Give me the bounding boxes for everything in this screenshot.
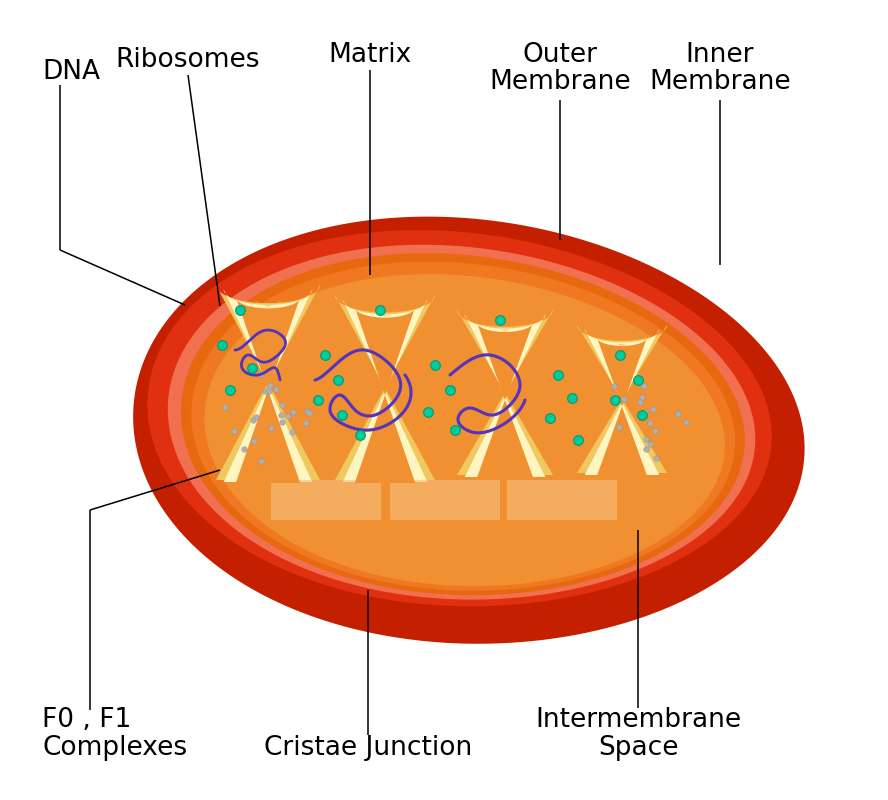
Text: DNA: DNA xyxy=(42,59,100,85)
Polygon shape xyxy=(181,253,745,595)
Polygon shape xyxy=(477,322,533,478)
Polygon shape xyxy=(355,307,416,483)
Polygon shape xyxy=(343,299,427,482)
Polygon shape xyxy=(464,314,545,477)
Polygon shape xyxy=(133,217,805,644)
Polygon shape xyxy=(192,262,735,590)
Polygon shape xyxy=(494,326,516,332)
Polygon shape xyxy=(147,230,772,606)
Text: F0 , F1: F0 , F1 xyxy=(42,707,131,733)
Polygon shape xyxy=(236,297,300,483)
Polygon shape xyxy=(457,310,553,475)
Text: Ribosomes: Ribosomes xyxy=(115,47,260,73)
Text: Complexes: Complexes xyxy=(42,735,187,761)
Polygon shape xyxy=(507,480,617,520)
Polygon shape xyxy=(271,480,381,520)
Polygon shape xyxy=(373,310,397,317)
Text: Matrix: Matrix xyxy=(329,42,412,68)
Polygon shape xyxy=(597,337,647,476)
Polygon shape xyxy=(584,330,659,475)
Polygon shape xyxy=(224,290,313,482)
Polygon shape xyxy=(390,480,500,520)
Polygon shape xyxy=(255,300,281,307)
Text: Membrane: Membrane xyxy=(649,69,791,95)
Text: Outer: Outer xyxy=(522,42,598,68)
Polygon shape xyxy=(216,285,320,480)
Polygon shape xyxy=(168,245,755,599)
Polygon shape xyxy=(577,325,667,473)
Polygon shape xyxy=(204,274,725,586)
Text: Inner: Inner xyxy=(686,42,754,68)
Text: Space: Space xyxy=(598,735,678,761)
Text: Membrane: Membrane xyxy=(489,69,630,95)
Text: Intermembrane: Intermembrane xyxy=(535,707,741,733)
Text: Cristae Junction: Cristae Junction xyxy=(264,735,472,761)
Polygon shape xyxy=(335,295,435,480)
Polygon shape xyxy=(612,341,632,347)
